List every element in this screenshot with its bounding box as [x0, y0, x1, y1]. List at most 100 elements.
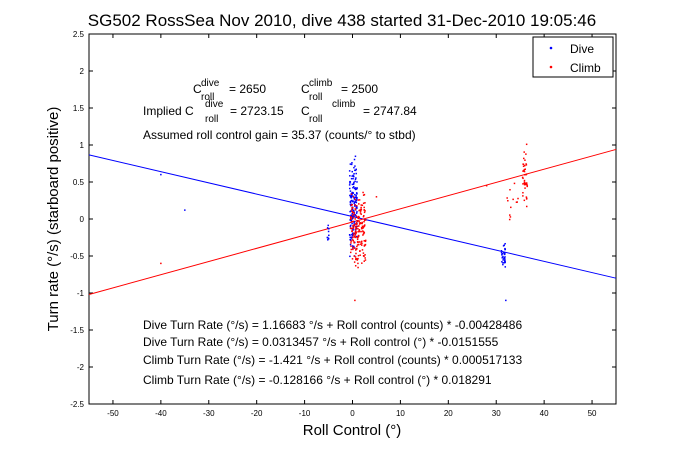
point-dive: [355, 212, 358, 214]
point-climb: [509, 214, 511, 216]
implied-dive-sub: roll: [205, 114, 218, 125]
point-climb: [353, 241, 355, 244]
point-climb: [523, 182, 526, 185]
point-climb: [364, 259, 367, 261]
point-dive: [504, 252, 506, 255]
point-climb: [522, 163, 524, 165]
point-dive: [503, 251, 505, 254]
point-dive: [354, 214, 356, 216]
c-roll-climb-sup: climb: [309, 78, 333, 89]
point-climb: [523, 168, 526, 171]
point-climb: [364, 202, 366, 204]
point-climb: [525, 164, 528, 166]
point-dive: [352, 209, 355, 212]
point-climb: [523, 179, 526, 182]
point-climb: [362, 231, 365, 233]
c-roll-dive-value: = 2650: [229, 82, 266, 96]
point-climb: [523, 199, 526, 202]
point-climb: [522, 165, 525, 168]
point-dive: [351, 170, 353, 173]
point-climb: [357, 215, 360, 218]
point-dive: [352, 191, 354, 194]
point-dive: [356, 193, 358, 195]
point-dive: [350, 196, 352, 199]
point-climb: [361, 225, 364, 228]
point-climb: [360, 230, 362, 233]
point-dive: [350, 200, 352, 202]
point-climb: [359, 250, 361, 252]
x-tick-label: 50: [588, 409, 597, 418]
equation-dive-counts: Dive Turn Rate (°/s) = 1.16683 °/s + Rol…: [143, 318, 522, 332]
point-dive: [354, 205, 356, 207]
point-climb: [353, 236, 355, 238]
point-climb: [522, 183, 524, 185]
point-climb: [352, 216, 355, 219]
point-climb: [363, 244, 366, 247]
point-climb: [357, 231, 359, 233]
point-dive: [354, 165, 356, 167]
point-dive: [351, 183, 354, 186]
y-tick-label: -0.5: [70, 252, 84, 261]
point-climb: [357, 199, 359, 201]
point-dive: [351, 175, 353, 177]
point-climb: [363, 214, 365, 217]
point-dive: [349, 194, 351, 197]
point-dive: [504, 259, 506, 262]
point-climb: [362, 215, 365, 218]
point-dive: [351, 245, 354, 247]
c-roll-dive-sup: dive: [201, 78, 220, 89]
point-dive: [349, 163, 352, 165]
point-climb: [507, 199, 509, 202]
equation-dive-degrees: Dive Turn Rate (°/s) = 0.0313457 °/s + R…: [143, 335, 499, 349]
point-dive: [500, 250, 503, 252]
implied-climb-letter: C: [301, 104, 310, 118]
point-dive: [355, 168, 357, 171]
point-dive: [327, 237, 330, 240]
point-climb: [354, 204, 356, 206]
point-dive: [351, 209, 354, 211]
point-climb: [356, 225, 359, 228]
point-climb: [363, 225, 366, 227]
point-dive: [354, 180, 356, 183]
point-climb: [363, 231, 365, 234]
annotations: C dive roll = 2650 C climb roll = 2500 I…: [143, 78, 522, 387]
point-dive: [326, 236, 329, 239]
point-dive: [349, 238, 351, 241]
point-climb: [352, 196, 355, 198]
point-climb: [356, 223, 358, 225]
point-climb: [508, 218, 511, 221]
point-climb: [356, 216, 359, 219]
point-dive: [349, 210, 351, 213]
point-climb: [360, 209, 362, 212]
point-climb: [522, 177, 524, 180]
point-dive: [351, 212, 353, 215]
point-climb: [358, 229, 361, 231]
chart-title: SG502 RossSea Nov 2010, dive 438 started…: [88, 11, 596, 30]
point-climb: [357, 227, 359, 230]
point-climb: [510, 206, 512, 209]
point-climb: [352, 246, 354, 249]
point-climb: [350, 204, 353, 206]
implied-climb-sub: roll: [309, 114, 322, 125]
legend: Dive Climb: [532, 36, 614, 78]
point-dive: [505, 299, 507, 302]
point-dive: [351, 162, 353, 164]
point-dive: [353, 222, 355, 224]
point-climb: [362, 233, 365, 235]
point-climb: [361, 204, 364, 207]
point-climb: [522, 195, 524, 197]
point-climb: [363, 260, 365, 262]
point-climb: [357, 257, 359, 260]
point-dive: [348, 187, 351, 190]
point-dive: [504, 261, 506, 263]
point-dive: [355, 201, 358, 204]
point-climb: [524, 159, 526, 161]
point-dive: [349, 203, 352, 206]
point-climb: [358, 225, 360, 227]
point-dive: [352, 174, 354, 177]
point-climb: [525, 173, 527, 176]
point-dive: [349, 219, 352, 221]
point-dive: [184, 209, 186, 211]
point-climb: [358, 209, 360, 212]
point-climb: [352, 226, 355, 229]
